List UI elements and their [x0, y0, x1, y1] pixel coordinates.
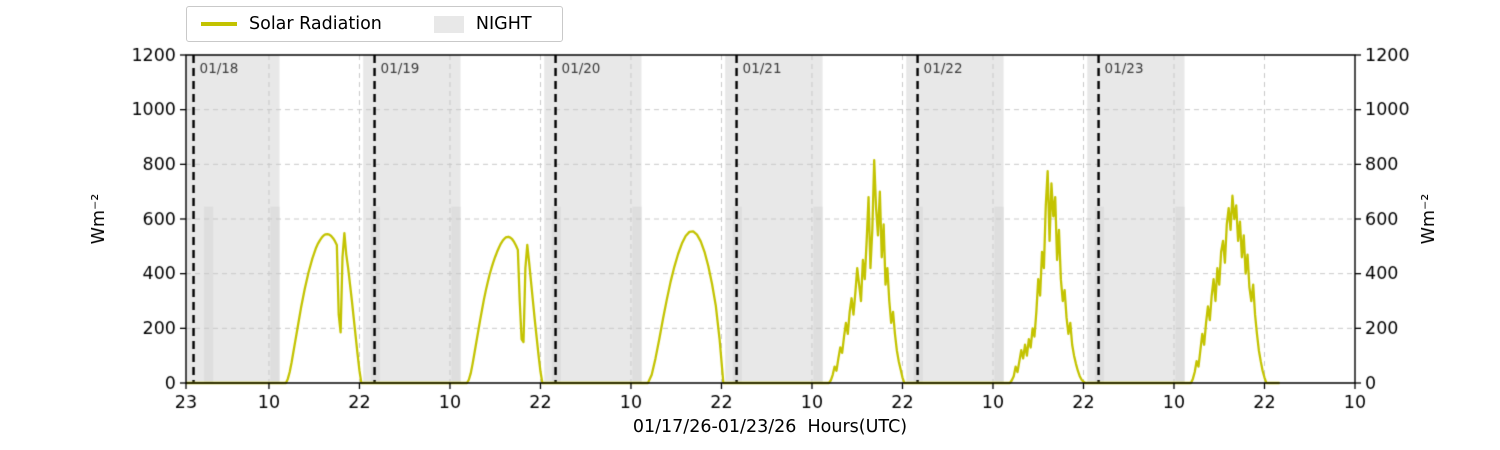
x-axis-label: 01/17/26-01/23/26 Hours(UTC)	[632, 417, 908, 437]
legend-label-solar-radiation: Solar Radiation	[249, 14, 382, 34]
y-axis-label-right: Wm⁻²	[1419, 193, 1439, 245]
chart-legend: Solar Radiation NIGHT	[186, 6, 563, 42]
night-patch-swatch	[433, 15, 464, 33]
y-axis-label-left: Wm⁻²	[89, 193, 109, 245]
legend-label-night: NIGHT	[475, 14, 532, 34]
solar-radiation-line-swatch	[201, 22, 237, 26]
legend-item-night: NIGHT	[433, 14, 532, 34]
legend-item-solar-radiation: Solar Radiation	[201, 14, 382, 34]
